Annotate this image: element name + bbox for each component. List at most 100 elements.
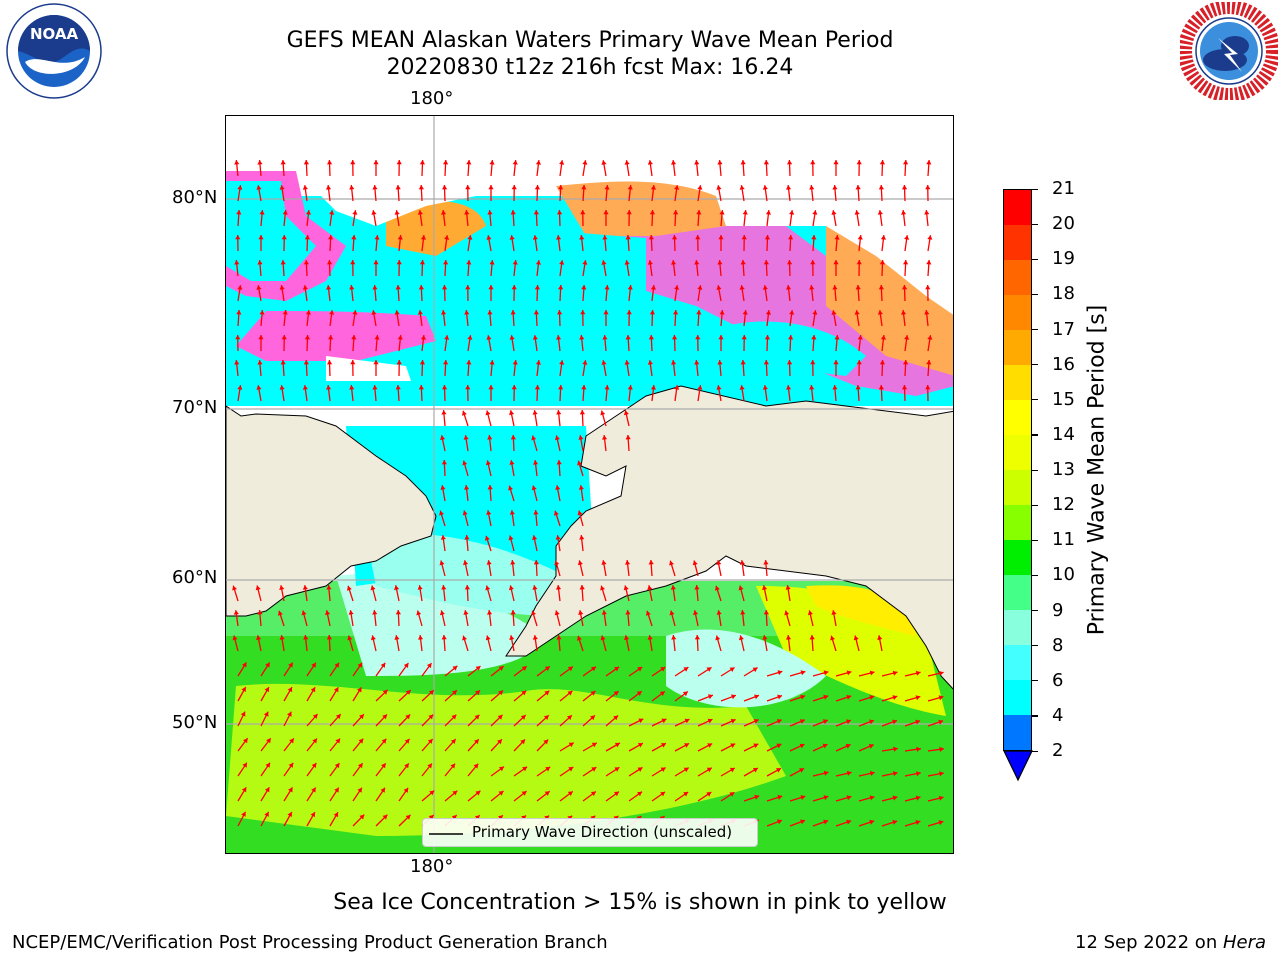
wave-arrow-head bbox=[264, 787, 270, 793]
wave-arrow-head bbox=[809, 385, 815, 390]
wave-arrow-head bbox=[637, 767, 643, 772]
wave-arrow-head bbox=[382, 714, 387, 720]
wave-arrow-head bbox=[282, 210, 288, 215]
wave-arrow-head bbox=[647, 360, 653, 365]
wave-arrow-head bbox=[302, 585, 308, 590]
wave-arrow-head bbox=[695, 235, 701, 240]
wave-arrow-head bbox=[833, 360, 839, 365]
wave-arrow-head bbox=[312, 738, 317, 744]
wave-arrow-head bbox=[463, 610, 469, 615]
noaa-logo: NOAA bbox=[5, 2, 103, 100]
wave-arrow-head bbox=[287, 687, 293, 693]
wave-arrow-head bbox=[444, 235, 450, 240]
wave-arrow-head bbox=[487, 485, 493, 490]
wave-arrow-head bbox=[257, 260, 263, 265]
wave-arrow-head bbox=[938, 795, 944, 801]
wave-arrow-head bbox=[487, 610, 493, 615]
wave-arrow-head bbox=[602, 235, 608, 240]
wave-arrow-head bbox=[452, 790, 458, 796]
wave-arrow-head bbox=[927, 335, 933, 340]
wave-arrow-head bbox=[281, 335, 287, 340]
wave-arrow-head bbox=[441, 635, 447, 640]
wave-arrow-head bbox=[280, 360, 286, 365]
colorbar-segment bbox=[1004, 295, 1031, 331]
wave-arrow-head bbox=[280, 260, 286, 265]
wave-arrow-head bbox=[263, 711, 269, 717]
wave-arrow-head bbox=[800, 670, 806, 676]
wave-arrow-head bbox=[924, 210, 930, 215]
wave-arrow-head bbox=[660, 791, 666, 797]
colorbar-tick-mark bbox=[1032, 258, 1038, 260]
wave-arrow-head bbox=[776, 768, 781, 773]
wave-arrow-head bbox=[464, 535, 470, 540]
colorbar-segment bbox=[1004, 715, 1031, 750]
wave-arrow-head bbox=[625, 435, 631, 440]
wave-arrow-head bbox=[625, 235, 631, 240]
wave-arrow-head bbox=[938, 820, 944, 826]
wave-arrow-head bbox=[405, 714, 411, 720]
wave-arrow-head bbox=[256, 385, 262, 390]
wave-arrow-head bbox=[869, 819, 875, 825]
wave-arrow-head bbox=[545, 766, 551, 772]
colorbar-tick-label: 15 bbox=[1052, 388, 1075, 410]
wave-arrow-head bbox=[395, 185, 401, 190]
lat-label-50: 50°N bbox=[172, 712, 218, 733]
wave-arrow-head bbox=[671, 160, 677, 165]
wave-arrow-head bbox=[625, 335, 631, 340]
wave-arrow-head bbox=[257, 160, 263, 165]
wave-arrow-head bbox=[831, 610, 837, 615]
wave-arrow-head bbox=[752, 667, 758, 673]
land-siberia bbox=[226, 405, 437, 617]
wave-arrow-head bbox=[396, 260, 402, 265]
wave-arrow-head bbox=[868, 744, 874, 749]
wave-arrow-head bbox=[326, 185, 332, 190]
wave-arrow-head bbox=[925, 385, 931, 390]
colorbar-segment bbox=[1004, 610, 1031, 646]
wave-arrow-head bbox=[302, 385, 308, 390]
wave-arrow-head bbox=[614, 742, 620, 748]
wave-arrow-head bbox=[544, 791, 550, 796]
caption: Sea Ice Concentration > 15% is shown in … bbox=[333, 890, 947, 915]
wave-arrow-head bbox=[403, 663, 409, 668]
wave-arrow-head bbox=[600, 410, 606, 416]
wave-arrow-head bbox=[420, 235, 426, 240]
wave-arrow-head bbox=[279, 385, 285, 390]
wave-arrow-head bbox=[810, 260, 816, 265]
wave-arrow-head bbox=[417, 210, 423, 215]
wave-arrow-head bbox=[557, 210, 563, 215]
wave-arrow-head bbox=[303, 635, 309, 640]
wave-arrow-head bbox=[279, 185, 285, 190]
wave-arrow-head bbox=[475, 666, 481, 671]
wave-arrow-head bbox=[443, 260, 449, 265]
wave-arrow-head bbox=[854, 310, 860, 315]
wave-arrow-head bbox=[810, 360, 816, 365]
colorbar-tick-label: 10 bbox=[1052, 564, 1075, 586]
wave-arrow-head bbox=[638, 718, 644, 724]
wave-arrow-head bbox=[807, 610, 813, 616]
wave-arrow-head bbox=[567, 715, 572, 721]
wave-arrow-head bbox=[846, 770, 852, 776]
wave-arrow-head bbox=[531, 610, 536, 616]
wave-arrow-head bbox=[604, 285, 610, 290]
wave-arrow-head bbox=[673, 210, 679, 215]
wave-arrow-head bbox=[580, 210, 586, 215]
wave-arrow-head bbox=[915, 820, 921, 825]
wave-arrow-head bbox=[559, 260, 565, 265]
wave-arrow-head bbox=[660, 767, 666, 772]
wave-arrow-head bbox=[359, 814, 365, 820]
wave-arrow-head bbox=[753, 719, 759, 724]
wave-arrow-head bbox=[915, 719, 921, 725]
colorbar-tick-label: 16 bbox=[1052, 353, 1075, 375]
wave-arrow-head bbox=[474, 714, 480, 720]
wave-arrow-head bbox=[787, 360, 793, 365]
wave-arrow-head bbox=[520, 715, 526, 720]
colorbar-tick-label: 6 bbox=[1052, 669, 1064, 691]
wave-arrow-head bbox=[784, 610, 790, 616]
wave-arrow-head bbox=[255, 585, 261, 591]
wave-arrow-head bbox=[534, 385, 540, 390]
wave-arrow-head bbox=[938, 695, 944, 701]
wave-arrow-head bbox=[328, 235, 334, 240]
nws-logo bbox=[1178, 0, 1280, 102]
colorbar-tick-mark bbox=[1032, 434, 1038, 436]
wave-arrow-head bbox=[426, 663, 432, 669]
